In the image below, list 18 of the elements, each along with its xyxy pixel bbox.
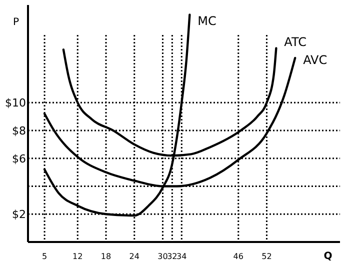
series-label: ATC [284, 35, 306, 50]
x-tick-label: 24 [129, 252, 140, 261]
series-label: AVC [303, 52, 328, 67]
x-tick-label: 12 [72, 252, 83, 261]
y-tick-label: $2 [12, 208, 26, 222]
x-tick-label: 32 [167, 252, 178, 261]
series-label: MC [198, 14, 216, 28]
x-tick-label: 30 [158, 252, 168, 261]
y-tick-label: $6 [12, 152, 26, 166]
y-axis-title: P [12, 17, 20, 28]
x-tick-label: 5 [42, 252, 48, 261]
x-tick-label: 52 [262, 252, 272, 261]
y-tick-label: $10 [5, 96, 26, 110]
y-tick-label: $8 [12, 124, 26, 138]
x-axis-title: Q [324, 251, 332, 262]
x-tick-label: 34 [176, 252, 187, 261]
x-tick-label: 46 [233, 252, 244, 261]
x-tick-label: 18 [100, 252, 112, 261]
